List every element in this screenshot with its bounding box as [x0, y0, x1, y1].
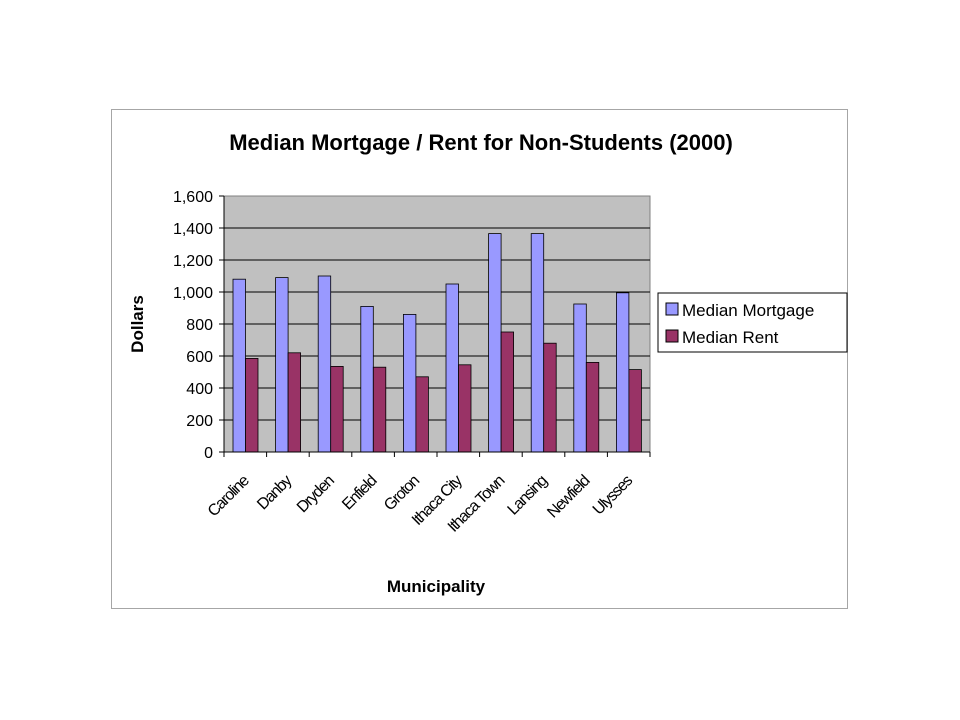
bar-median-mortgage — [275, 277, 289, 453]
bar-median-mortgage — [573, 303, 587, 453]
x-tick-label: Lansing — [505, 473, 551, 519]
legend-swatch-mortgage — [665, 302, 679, 316]
legend-label-rent: Median Rent — [682, 328, 779, 347]
legend-swatch-rent — [665, 329, 679, 343]
bar-median-rent — [628, 369, 642, 453]
bar-median-mortgage — [232, 278, 246, 453]
y-tick-label: 1,600 — [173, 189, 213, 206]
y-tick-label: 0 — [204, 445, 213, 462]
y-tick-label: 800 — [186, 317, 213, 334]
bar-median-mortgage — [360, 305, 374, 453]
bars — [232, 233, 642, 453]
bar-median-rent — [543, 342, 557, 453]
bar-median-rent — [585, 361, 600, 453]
bar-median-rent — [415, 376, 429, 453]
bar-median-mortgage — [317, 275, 332, 453]
y-tick-label: 1,200 — [173, 253, 213, 270]
legend-label-mortgage: Median Mortgage — [682, 301, 814, 320]
y-tick-label: 200 — [186, 413, 213, 430]
x-tick-label: Enfield — [339, 473, 380, 514]
x-tick-label: Dryden — [294, 473, 338, 517]
y-tick-label: 1,000 — [173, 285, 213, 302]
x-tick-label: Newfield — [544, 473, 593, 522]
bar-median-rent — [287, 352, 302, 453]
bar-median-rent — [500, 331, 515, 453]
bar-median-mortgage — [445, 283, 459, 453]
x-tick-label: Danby — [254, 472, 295, 513]
bar-median-mortgage — [488, 233, 502, 453]
y-axis-title: Dollars — [128, 295, 147, 353]
bar-median-rent — [372, 366, 387, 453]
chart-frame: Median Mortgage / Rent for Non-Students … — [111, 109, 848, 609]
x-tick-label: Ulysses — [590, 472, 637, 519]
bar-median-rent — [330, 365, 344, 453]
x-axis-title: Municipality — [387, 577, 486, 596]
bar-median-rent — [458, 364, 472, 453]
y-axis: 0 200 400 600 800 1,000 1,200 1,400 1,600 — [173, 189, 225, 462]
y-tick-label: 400 — [186, 381, 213, 398]
y-tick-label: 600 — [186, 349, 213, 366]
y-tick-label: 1,400 — [173, 221, 213, 238]
x-tick-label: Caroline — [205, 472, 253, 520]
bar-chart: Median Mortgage / Rent for Non-Students … — [128, 130, 848, 596]
chart-title: Median Mortgage / Rent for Non-Students … — [229, 130, 733, 155]
legend: Median Mortgage Median Rent — [657, 292, 848, 353]
bar-median-mortgage — [615, 292, 630, 453]
legend-box — [657, 292, 848, 353]
bar-median-mortgage — [402, 313, 417, 453]
bar-median-rent — [245, 357, 259, 453]
bar-median-mortgage — [530, 233, 545, 453]
